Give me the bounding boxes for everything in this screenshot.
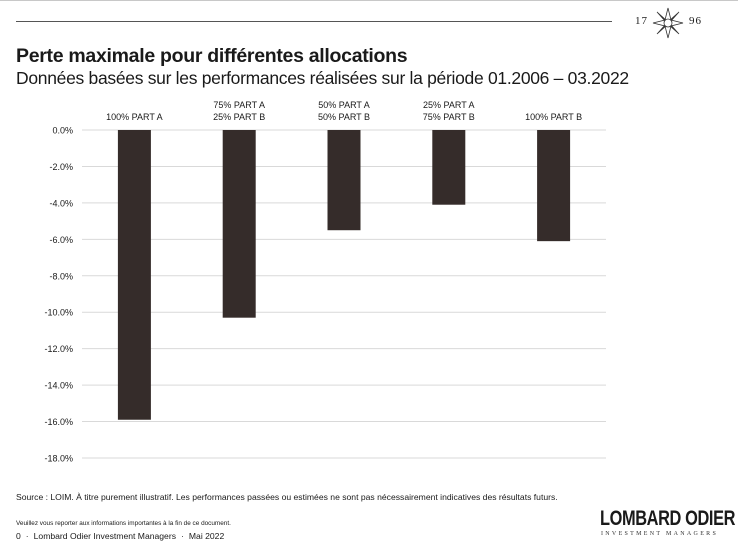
compass-star-icon	[652, 7, 684, 39]
top-border	[0, 0, 738, 1]
y-tick-label: -14.0%	[44, 381, 73, 391]
y-tick-label: -16.0%	[44, 417, 73, 427]
logo-sub: INVESTMENT MANAGERS	[601, 531, 719, 537]
logo-main: LOMBARD ODIER	[600, 507, 736, 530]
category-label: 25% PART A	[423, 100, 475, 110]
category-label: 75% PART A	[213, 100, 265, 110]
important-notice: Veuillez vous reporter aux informations …	[16, 520, 231, 527]
footer-company: Lombard Odier Investment Managers	[33, 531, 176, 541]
page-title: Perte maximale pour différentes allocati…	[16, 45, 408, 67]
footer: 0 · Lombard Odier Investment Managers · Mai …	[16, 531, 225, 541]
y-tick-label: -4.0%	[49, 198, 73, 208]
bar	[222, 130, 256, 318]
source-note: Source : LOIM. À titre purement illustra…	[16, 492, 558, 502]
bar	[117, 130, 151, 420]
header-rule	[16, 21, 612, 22]
category-label: 100% PART A	[106, 112, 163, 122]
page-subtitle: Données basées sur les performances réal…	[16, 68, 629, 88]
y-tick-label: 0.0%	[52, 126, 73, 136]
y-tick-label: -8.0%	[49, 271, 73, 281]
category-label: 50% PART A	[318, 100, 370, 110]
category-label: 75% PART B	[423, 112, 475, 122]
category-label: 100% PART B	[525, 112, 582, 122]
y-tick-label: -10.0%	[44, 308, 73, 318]
page-number: 0	[16, 531, 21, 541]
y-tick-label: -12.0%	[44, 344, 73, 354]
year-left: 17	[635, 15, 648, 27]
bar	[537, 130, 571, 242]
bar-chart: 0.0% -2.0% -4.0% -6.0% -8.0% -10.0% -12.0% -14.…	[44, 100, 606, 464]
category-label: 50% PART B	[318, 112, 370, 122]
bar	[327, 130, 361, 231]
category-label: 25% PART B	[213, 112, 265, 122]
y-tick-label: -2.0%	[49, 162, 73, 172]
footer-date: Mai 2022	[188, 531, 225, 541]
bar	[432, 130, 466, 205]
y-tick-label: -6.0%	[49, 235, 73, 245]
y-tick-label: -18.0%	[44, 454, 73, 464]
year-right: 96	[689, 15, 702, 27]
